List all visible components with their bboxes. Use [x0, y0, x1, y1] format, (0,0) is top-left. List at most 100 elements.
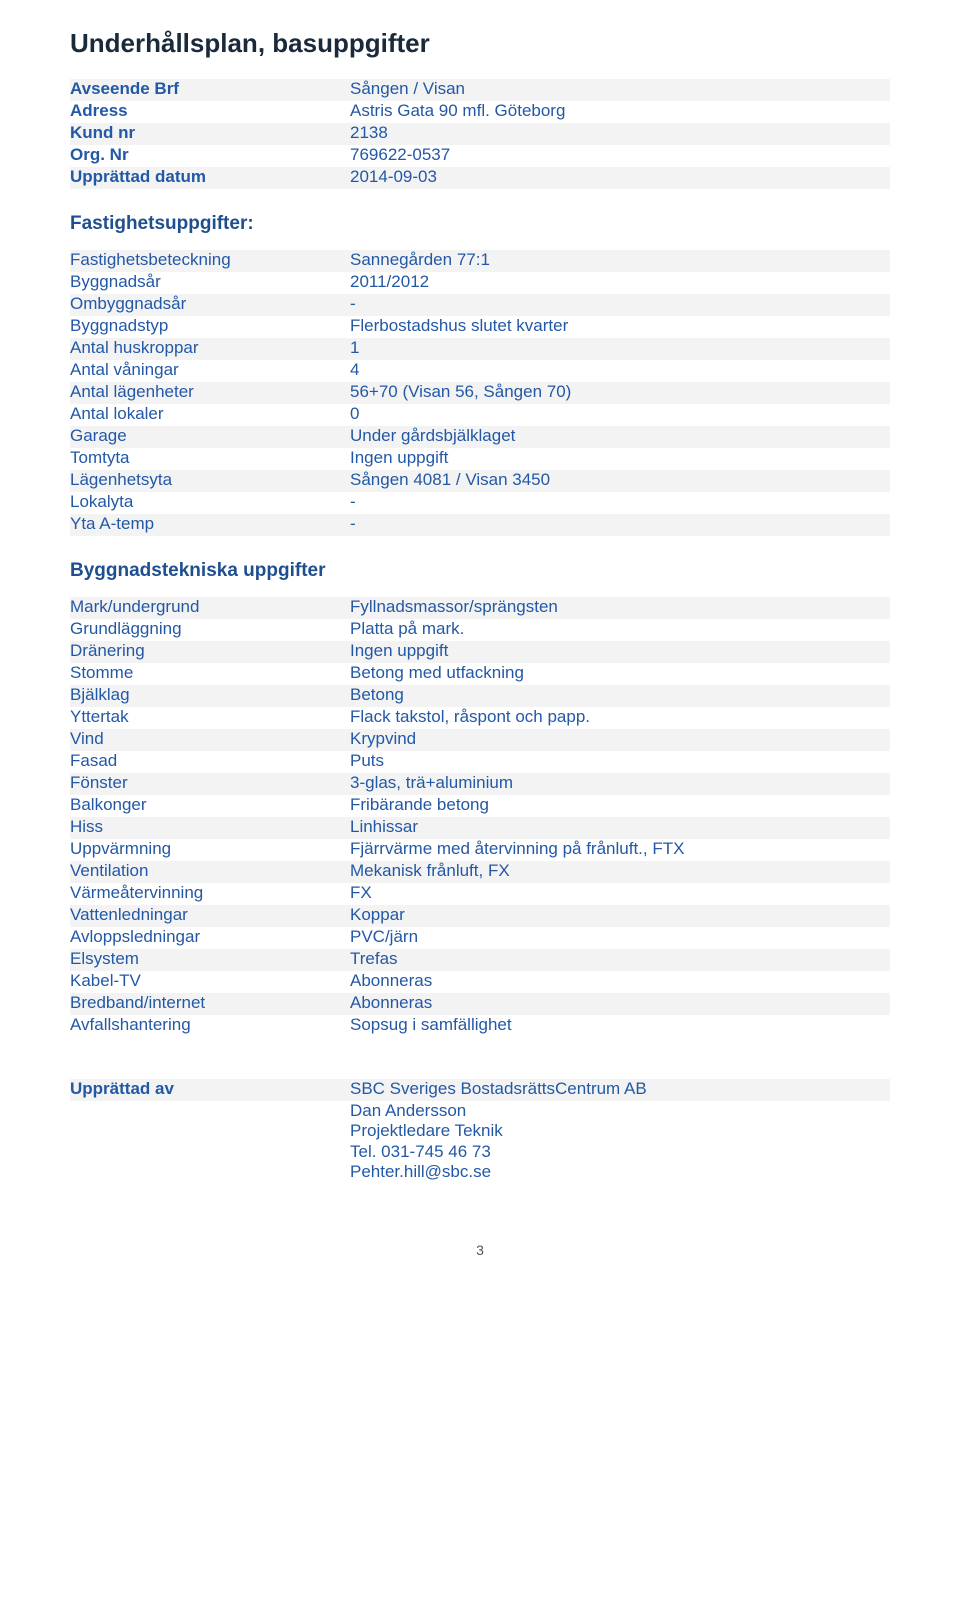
- data-row: Lokalyta-: [70, 492, 890, 514]
- data-row: Antal huskroppar1: [70, 338, 890, 360]
- row-value: Linhissar: [350, 817, 890, 839]
- data-row: GrundläggningPlatta på mark.: [70, 619, 890, 641]
- row-value: Koppar: [350, 905, 890, 927]
- row-value: Mekanisk frånluft, FX: [350, 861, 890, 883]
- data-row: TomtytaIngen uppgift: [70, 448, 890, 470]
- data-row: AvloppsledningarPVC/järn: [70, 927, 890, 949]
- row-value: Abonneras: [350, 993, 890, 1015]
- row-value: Betong: [350, 685, 890, 707]
- data-row: Yta A-temp-: [70, 514, 890, 536]
- row-value: Sannegården 77:1: [350, 250, 890, 272]
- row-value: Astris Gata 90 mfl. Göteborg: [350, 101, 890, 123]
- data-row: YttertakFlack takstol, råspont och papp.: [70, 707, 890, 729]
- row-label: Tomtyta: [70, 448, 350, 470]
- footer-line: Pehter.hill@sbc.se: [70, 1162, 890, 1182]
- row-value: 4: [350, 360, 890, 382]
- row-label: Org. Nr: [70, 145, 350, 167]
- row-label: Avseende Brf: [70, 79, 350, 101]
- data-row: Bredband/internetAbonneras: [70, 993, 890, 1015]
- row-value: Fyllnadsmassor/sprängsten: [350, 597, 890, 619]
- row-label: Kabel-TV: [70, 971, 350, 993]
- row-value: -: [350, 514, 890, 536]
- row-value: 2014-09-03: [350, 167, 890, 189]
- section-bygg-title: Byggnadstekniska uppgifter: [70, 560, 890, 583]
- row-label: Stomme: [70, 663, 350, 685]
- row-value: FX: [350, 883, 890, 905]
- row-label: Vattenledningar: [70, 905, 350, 927]
- row-value: 2011/2012: [350, 272, 890, 294]
- row-label: Garage: [70, 426, 350, 448]
- row-label: Fastighetsbeteckning: [70, 250, 350, 272]
- row-value: 2138: [350, 123, 890, 145]
- row-value: Sopsug i samfällighet: [350, 1015, 890, 1037]
- data-row: BjälklagBetong: [70, 685, 890, 707]
- row-value: 3-glas, trä+aluminium: [350, 773, 890, 795]
- data-row: Fönster3-glas, trä+aluminium: [70, 773, 890, 795]
- data-row: Kabel-TVAbonneras: [70, 971, 890, 993]
- footer-line: Dan Andersson: [70, 1101, 890, 1121]
- row-label: Antal lägenheter: [70, 382, 350, 404]
- block-fastighet: FastighetsbeteckningSannegården 77:1Bygg…: [70, 250, 890, 536]
- row-label: Antal våningar: [70, 360, 350, 382]
- row-label: Fasad: [70, 751, 350, 773]
- row-value: 769622-0537: [350, 145, 890, 167]
- row-value: Trefas: [350, 949, 890, 971]
- data-row: Mark/undergrundFyllnadsmassor/sprängsten: [70, 597, 890, 619]
- row-label: Avloppsledningar: [70, 927, 350, 949]
- data-row: Upprättad datum2014-09-03: [70, 167, 890, 189]
- footer-line: Projektledare Teknik: [70, 1121, 890, 1141]
- data-row: Avseende BrfSången / Visan: [70, 79, 890, 101]
- data-row: HissLinhissar: [70, 817, 890, 839]
- data-row: ElsystemTrefas: [70, 949, 890, 971]
- data-row: ByggnadstypFlerbostadshus slutet kvarter: [70, 316, 890, 338]
- row-value: Abonneras: [350, 971, 890, 993]
- block-bygg: Mark/undergrundFyllnadsmassor/sprängsten…: [70, 597, 890, 1037]
- section-fastighet-title: Fastighetsuppgifter:: [70, 213, 890, 236]
- row-label: Antal huskroppar: [70, 338, 350, 360]
- row-value: Sången / Visan: [350, 79, 890, 101]
- row-value: Ingen uppgift: [350, 641, 890, 663]
- row-label: Byggnadstyp: [70, 316, 350, 338]
- row-label: Grundläggning: [70, 619, 350, 641]
- row-value: Puts: [350, 751, 890, 773]
- data-row: DräneringIngen uppgift: [70, 641, 890, 663]
- data-row: LägenhetsytaSången 4081 / Visan 3450: [70, 470, 890, 492]
- page-number: 3: [70, 1242, 890, 1259]
- row-label: Yta A-temp: [70, 514, 350, 536]
- data-row: Byggnadsår2011/2012: [70, 272, 890, 294]
- data-row: VindKrypvind: [70, 729, 890, 751]
- data-row: VentilationMekanisk frånluft, FX: [70, 861, 890, 883]
- row-value: 1: [350, 338, 890, 360]
- data-row: Kund nr2138: [70, 123, 890, 145]
- row-label: Fönster: [70, 773, 350, 795]
- data-row: StommeBetong med utfackning: [70, 663, 890, 685]
- block-basic: Avseende BrfSången / VisanAdressAstris G…: [70, 79, 890, 189]
- row-label: Ventilation: [70, 861, 350, 883]
- data-row: Antal lägenheter56+70 (Visan 56, Sången …: [70, 382, 890, 404]
- row-value: PVC/järn: [350, 927, 890, 949]
- data-row: BalkongerFribärande betong: [70, 795, 890, 817]
- row-value: Flack takstol, råspont och papp.: [350, 707, 890, 729]
- row-label: Byggnadsår: [70, 272, 350, 294]
- row-value: Sången 4081 / Visan 3450: [350, 470, 890, 492]
- page-title: Underhållsplan, basuppgifter: [70, 28, 890, 59]
- footer-line: SBC Sveriges BostadsrättsCentrum AB: [350, 1079, 890, 1101]
- footer-label: Upprättad av: [70, 1079, 350, 1101]
- row-label: Antal lokaler: [70, 404, 350, 426]
- row-value: 56+70 (Visan 56, Sången 70): [350, 382, 890, 404]
- row-label: Yttertak: [70, 707, 350, 729]
- row-value: -: [350, 294, 890, 316]
- row-value: Under gårdsbjälklaget: [350, 426, 890, 448]
- data-row: FasadPuts: [70, 751, 890, 773]
- row-label: Avfallshantering: [70, 1015, 350, 1037]
- row-value: Ingen uppgift: [350, 448, 890, 470]
- row-label: Mark/undergrund: [70, 597, 350, 619]
- data-row: VattenledningarKoppar: [70, 905, 890, 927]
- row-value: Fribärande betong: [350, 795, 890, 817]
- row-label: Bjälklag: [70, 685, 350, 707]
- data-row: AvfallshanteringSopsug i samfällighet: [70, 1015, 890, 1037]
- data-row: FastighetsbeteckningSannegården 77:1: [70, 250, 890, 272]
- row-label: Hiss: [70, 817, 350, 839]
- row-value: -: [350, 492, 890, 514]
- row-label: Uppvärmning: [70, 839, 350, 861]
